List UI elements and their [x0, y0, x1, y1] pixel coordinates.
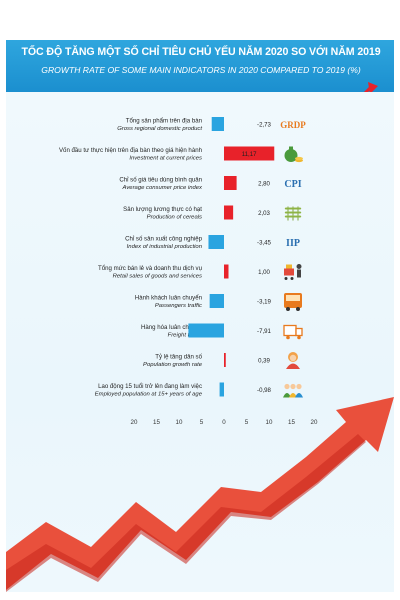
category-label-vi: Chỉ số sản xuất công nghiệp	[125, 236, 203, 243]
category-label-vi: Hàng hóa luân chuyển	[141, 324, 202, 331]
iip-icon: IIP	[286, 238, 300, 249]
category-label-en: Population growth rate	[143, 362, 203, 368]
category-label-vi: Hành khách luân chuyển	[135, 295, 202, 302]
cpi-icon: CPI	[284, 179, 301, 190]
x-tick-label: 10	[176, 419, 183, 426]
category-label-en: Passengers traffic	[155, 303, 202, 309]
background-arrow	[6, 397, 394, 592]
chart-panel: Tổng sản phẩm trên địa bàn Gross regional…	[6, 92, 394, 592]
category-label-en: Average consumer price index	[122, 185, 204, 191]
data-label: 0,39	[258, 358, 270, 365]
category-label-en: Retail sales of goods and services	[113, 274, 202, 280]
bar	[224, 264, 229, 279]
category-label-en: Production of cereals	[147, 215, 202, 221]
chart-row: Sản lượng lương thực có hạt Production of…	[123, 205, 302, 221]
bar	[224, 176, 237, 190]
category-label-vi: Tổng mức bán lẻ và doanh thu dịch vụ	[98, 265, 202, 272]
bar	[208, 235, 224, 249]
category-label-vi: Vốn đầu tư thực hiện trên địa bàn theo g…	[59, 147, 202, 154]
chart-row: Vốn đầu tư thực hiện trên địa bàn theo g…	[59, 146, 303, 163]
bar	[219, 382, 224, 397]
x-tick-label: 20	[311, 419, 318, 426]
category-label-vi: Sản lượng lương thực có hạt	[123, 206, 202, 213]
people-group-icon	[283, 383, 303, 398]
data-label: -0,98	[257, 387, 272, 394]
data-label: -7,91	[257, 328, 272, 335]
bar	[224, 353, 226, 367]
bar	[224, 146, 275, 161]
person-icon	[286, 352, 300, 369]
data-label: 11,17	[242, 151, 257, 158]
category-label-en: Index of industrial production	[127, 244, 203, 250]
x-tick-label: 10	[266, 419, 273, 426]
category-label-vi: Tổng sản phẩm trên địa bàn	[126, 118, 202, 125]
category-label-en: Investment at current prices	[129, 156, 202, 162]
x-tick-label: 5	[200, 419, 204, 426]
data-label: -2,73	[257, 122, 272, 129]
money-bag-icon	[284, 146, 303, 163]
x-tick-label: 5	[245, 419, 249, 426]
data-label: 2,80	[258, 181, 270, 188]
chart-row: Lao động 15 tuổi trở lên đang làm việc Em…	[95, 382, 303, 398]
x-tick-label: 20	[131, 419, 138, 426]
truck-icon	[283, 324, 303, 340]
category-label-vi: Chỉ số giá tiêu dùng bình quân	[119, 177, 202, 184]
x-axis: 20 15 10 5 0 5 10 15 20	[131, 419, 318, 426]
category-label-en: Freight traffic	[168, 333, 202, 339]
x-tick-label: 15	[153, 419, 160, 426]
shopping-cart-icon	[284, 264, 302, 280]
x-tick-label: 0	[222, 419, 226, 426]
bar	[188, 323, 224, 338]
category-label-vi: Tỷ lệ tăng dân số	[155, 354, 202, 361]
bar	[209, 294, 224, 308]
data-label: 1,00	[258, 269, 270, 276]
bus-icon	[284, 293, 302, 311]
bar	[224, 205, 234, 220]
grain-icon	[284, 206, 302, 221]
category-label-en: Employed population at 15+ years of age	[95, 392, 203, 398]
category-label-en: Gross regional domestic product	[117, 126, 202, 132]
chart-row: Tổng mức bán lẻ và doanh thu dịch vụ Reta…	[98, 264, 302, 280]
chart-row: Hàng hóa luân chuyển Freight traffic -7,91	[141, 323, 303, 340]
data-label: 2,03	[258, 210, 270, 217]
grdp-icon: GRDP	[280, 120, 306, 130]
x-tick-label: 15	[288, 419, 295, 426]
data-label: -3,19	[257, 299, 272, 306]
header-banner: TỐC ĐỘ TĂNG MỘT SỐ CHỈ TIÊU CHỦ YẾU NĂM …	[6, 40, 394, 92]
title-vietnamese: TỐC ĐỘ TĂNG MỘT SỐ CHỈ TIÊU CHỦ YẾU NĂM …	[21, 46, 381, 58]
bar	[211, 117, 224, 131]
data-label: -3,45	[257, 240, 272, 247]
title-english: GROWTH RATE OF SOME MAIN INDICATORS IN 2…	[41, 65, 361, 75]
category-label-vi: Lao động 15 tuổi trở lên đang làm việc	[98, 383, 202, 390]
